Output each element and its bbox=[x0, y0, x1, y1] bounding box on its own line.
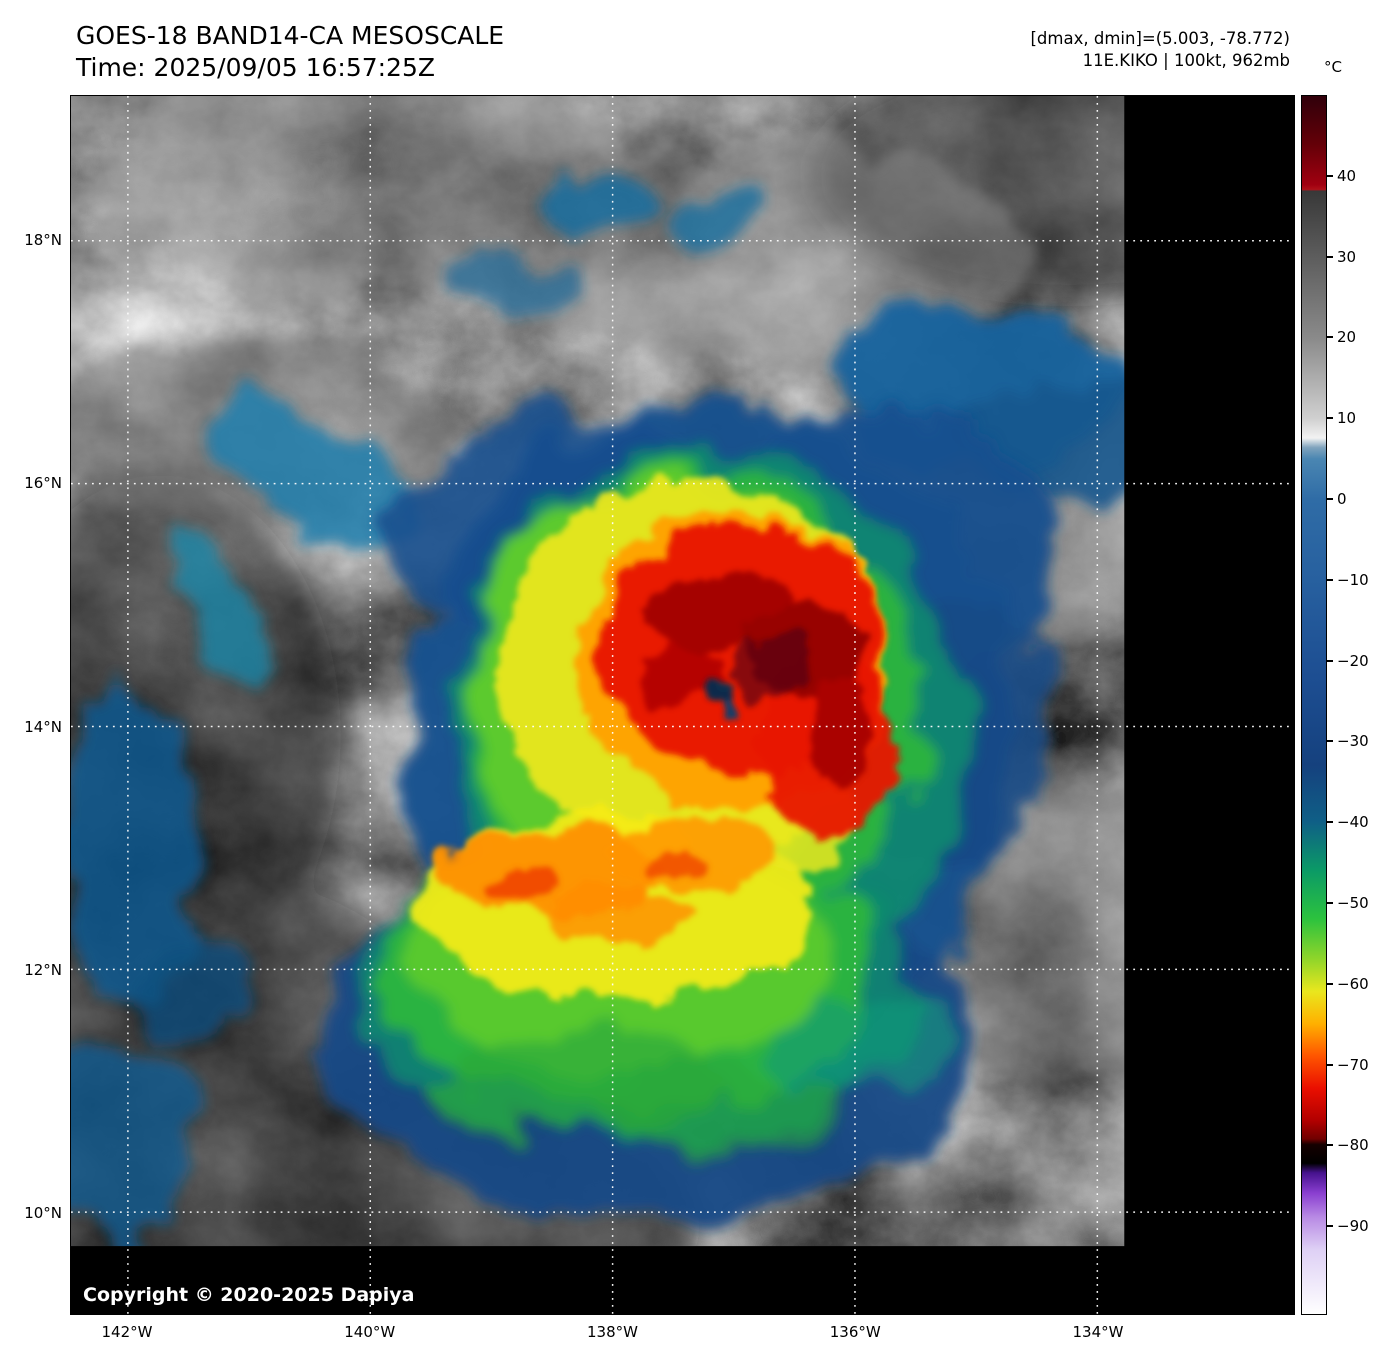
nodata-bottom-strip bbox=[71, 1246, 1294, 1314]
colorbar-tick-label: −60 bbox=[1337, 974, 1369, 993]
colorbar-tick-label: −80 bbox=[1337, 1136, 1369, 1155]
colorbar-tick-mark bbox=[1327, 255, 1333, 258]
colorbar-tick-label: 20 bbox=[1337, 328, 1357, 347]
lat-tick-label: 12°N bbox=[24, 960, 62, 979]
lon-tick-label: 140°W bbox=[344, 1323, 396, 1341]
colorbar-tick-mark bbox=[1327, 1144, 1333, 1147]
colorbar-tick-label: −40 bbox=[1337, 813, 1369, 832]
satellite-image-canvas bbox=[71, 96, 1294, 1314]
satellite-map: Copyright © 2020-2025 Dapiya bbox=[70, 95, 1295, 1315]
colorbar-tick-mark bbox=[1327, 578, 1333, 581]
figure-time: Time: 2025/09/05 16:57:25Z bbox=[76, 53, 435, 82]
figure-title-block: GOES-18 BAND14-CA MESOSCALE Time: 2025/0… bbox=[76, 20, 504, 84]
colorbar-tick-mark bbox=[1327, 1225, 1333, 1228]
colorbar-tick-mark bbox=[1327, 417, 1333, 420]
storm-info-label: 11E.KIKO | 100kt, 962mb bbox=[1082, 51, 1290, 70]
colorbar-tick-label: −90 bbox=[1337, 1217, 1369, 1236]
lon-tick-label: 138°W bbox=[587, 1323, 638, 1341]
colorbar-tick-mark bbox=[1327, 821, 1333, 824]
colorbar-tick-label: 30 bbox=[1337, 247, 1357, 266]
lon-tick-label: 142°W bbox=[101, 1323, 153, 1341]
hurricane-eye bbox=[702, 678, 737, 714]
lat-tick-label: 14°N bbox=[24, 717, 62, 736]
colorbar-tick-mark bbox=[1327, 1063, 1333, 1066]
gridlines bbox=[71, 96, 1294, 1314]
colorbar-tick-label: −20 bbox=[1337, 651, 1369, 670]
dmax-dmin-label: [dmax, dmin]=(5.003, -78.772) bbox=[1030, 29, 1291, 48]
colorbar-tick-mark bbox=[1327, 659, 1333, 662]
lat-tick-label: 10°N bbox=[24, 1204, 62, 1222]
colorbar-tick-mark bbox=[1327, 901, 1333, 904]
lon-tick-label: 136°W bbox=[829, 1323, 881, 1341]
colorbar-tick-mark bbox=[1327, 497, 1333, 500]
figure-title: GOES-18 BAND14-CA MESOSCALE bbox=[76, 21, 505, 50]
colorbar bbox=[1301, 95, 1327, 1315]
nodata-right-strip bbox=[1124, 96, 1294, 1314]
hurricane-coldest-smudge bbox=[726, 641, 817, 696]
figure-annotations: [dmax, dmin]=(5.003, -78.772) 11E.KIKO |… bbox=[1031, 28, 1291, 72]
colorbar-tick-mark bbox=[1327, 336, 1333, 339]
lat-tick-label: 18°N bbox=[24, 231, 62, 249]
colorbar-tick-label: −70 bbox=[1337, 1055, 1369, 1074]
copyright-label: Copyright © 2020-2025 Dapiya bbox=[83, 1284, 415, 1306]
hurricane bbox=[320, 405, 1070, 1225]
colorbar-tick-label: 0 bbox=[1337, 489, 1347, 508]
colorbar-tick-label: −30 bbox=[1337, 732, 1369, 751]
lat-tick-label: 16°N bbox=[24, 474, 62, 493]
colorbar-tick-label: 10 bbox=[1337, 409, 1357, 428]
colorbar-tick-mark bbox=[1327, 982, 1333, 985]
colorbar-tick-label: 40 bbox=[1337, 166, 1357, 185]
colorbar-tick-label: −10 bbox=[1337, 570, 1369, 589]
colorbar-tick-mark bbox=[1327, 174, 1333, 177]
colorbar-tick-mark bbox=[1327, 740, 1333, 743]
cold-blue-patches bbox=[71, 175, 1180, 1255]
lon-tick-label: 134°W bbox=[1072, 1323, 1124, 1341]
colorbar-tick-label: −50 bbox=[1337, 893, 1369, 912]
colorbar-unit-label: °C bbox=[1324, 58, 1342, 76]
